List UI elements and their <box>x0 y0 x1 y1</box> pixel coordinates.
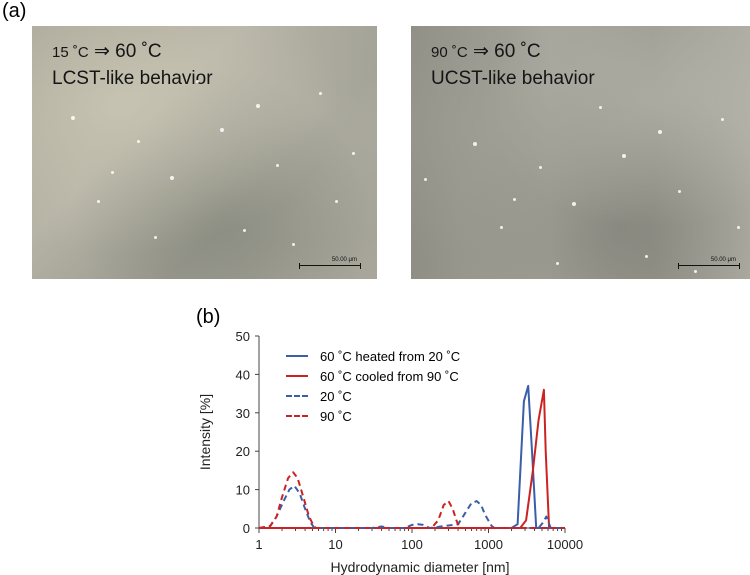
particle-speck <box>598 106 602 110</box>
particle-speck <box>555 262 559 266</box>
particle-speck <box>219 128 224 132</box>
legend-label: 90 ˚C <box>320 408 352 424</box>
particle-speck <box>423 178 427 182</box>
x-tick-label: 1000 <box>474 537 503 552</box>
x-tick-label: 10000 <box>547 537 583 552</box>
legend-item: 60 ˚C cooled from 90 ˚C <box>286 366 460 386</box>
particle-speck <box>255 104 260 108</box>
particle-speck <box>720 118 724 122</box>
particle-speck <box>335 200 338 203</box>
particle-speck <box>539 166 543 170</box>
x-tick-label: 10 <box>328 537 342 552</box>
micrograph-lcst: 15 ˚C ⇒ 60 ˚C LCST-like behavior 50.00 μ… <box>32 26 377 279</box>
y-tick-label: 30 <box>236 406 250 421</box>
micrograph-arrow: ⇒ <box>88 41 116 62</box>
particle-speck <box>572 202 577 207</box>
legend-item: 60 ˚C heated from 20 ˚C <box>286 346 460 366</box>
x-tick-label: 100 <box>401 537 423 552</box>
legend-item: 90 ˚C <box>286 406 460 426</box>
legend-item: 20 ˚C <box>286 386 460 406</box>
chart-legend: 60 ˚C heated from 20 ˚C 60 ˚C cooled from… <box>286 346 460 426</box>
particle-speck <box>318 92 322 95</box>
particle-speck <box>292 243 296 247</box>
micrograph-ucst: 90 ˚C ⇒ 60 ˚C UCST-like behavior 50.00 μ… <box>411 26 750 279</box>
legend-swatch <box>286 375 308 377</box>
micrograph-behavior-label: LCST-like behavior <box>52 68 213 89</box>
micrograph-temp-text: 15 ˚C ⇒ 60 ˚C <box>52 40 162 63</box>
series-line-1 <box>259 388 565 529</box>
legend-swatch <box>286 395 308 397</box>
particle-speck <box>196 80 200 83</box>
micrograph-start-temp: 90 ˚C <box>431 44 468 61</box>
particle-speck <box>737 226 741 230</box>
y-tick-label: 40 <box>236 367 250 382</box>
scale-bar <box>678 263 740 269</box>
particle-speck <box>644 255 648 259</box>
particle-speck <box>621 154 626 159</box>
particle-speck <box>677 190 681 194</box>
micrograph-start-temp: 15 ˚C <box>52 44 89 61</box>
particle-speck <box>512 197 516 201</box>
particle-speck <box>275 164 279 167</box>
particle-speck <box>499 226 503 230</box>
particle-speck <box>71 116 75 120</box>
y-tick-label: 50 <box>236 329 250 344</box>
legend-label: 60 ˚C cooled from 90 ˚C <box>320 368 459 384</box>
y-axis-label: Intensity [%] <box>197 394 213 470</box>
particle-speck <box>110 171 114 175</box>
panel-label-b: (b) <box>196 306 221 328</box>
x-axis-label: Hydrodynamic diameter [nm] <box>331 559 510 575</box>
legend-swatch <box>286 415 308 417</box>
micrograph-arrow: ⇒ <box>467 41 495 62</box>
legend-swatch <box>286 355 308 357</box>
legend-label: 60 ˚C heated from 20 ˚C <box>320 348 461 364</box>
micrograph-end-temp: 60 ˚C <box>494 41 541 62</box>
y-tick-label: 10 <box>236 483 250 498</box>
micrograph-end-temp: 60 ˚C <box>115 41 162 62</box>
particle-speck <box>694 269 698 273</box>
particle-speck <box>242 228 246 232</box>
particle-speck <box>657 130 662 135</box>
particle-speck <box>153 236 157 239</box>
particle-speck <box>473 142 478 147</box>
micrograph-behavior-label: UCST-like behavior <box>431 68 595 89</box>
scale-bar-label: 50.00 μm <box>331 257 357 263</box>
particle-speck <box>351 152 355 155</box>
panel-label-a: (a) <box>2 0 27 22</box>
micrograph-temp-text: 90 ˚C ⇒ 60 ˚C <box>431 40 541 63</box>
series-line-3 <box>258 471 565 529</box>
y-tick-label: 20 <box>236 444 250 459</box>
x-tick-label: 1 <box>255 537 262 552</box>
scale-bar-label: 50.00 μm <box>710 257 736 263</box>
scale-bar <box>299 263 361 269</box>
particle-speck <box>137 140 140 143</box>
legend-label: 20 ˚C <box>320 388 352 404</box>
particle-speck <box>97 200 101 203</box>
particle-speck <box>170 176 174 180</box>
y-tick-label: 0 <box>243 521 250 536</box>
